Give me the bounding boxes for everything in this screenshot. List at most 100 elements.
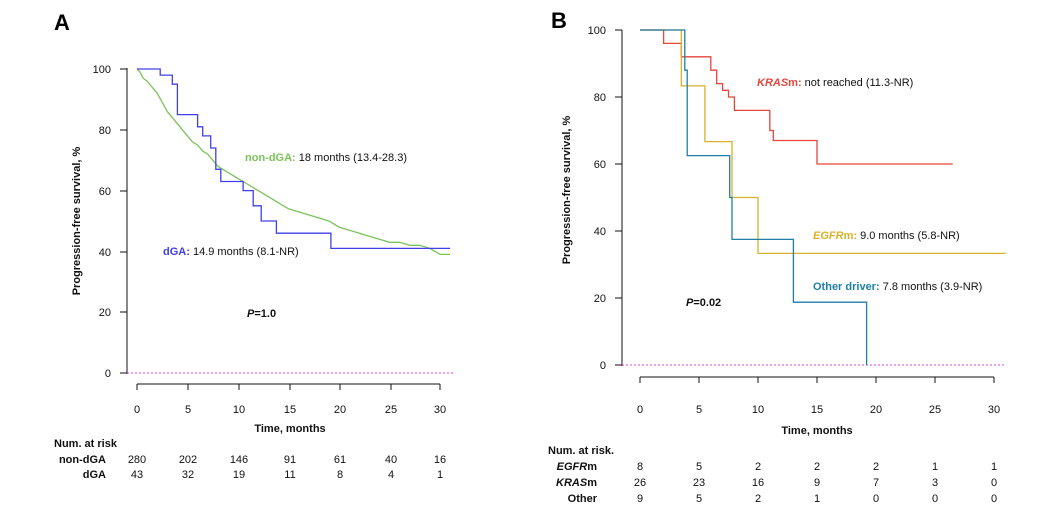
annotation-krasm-text: not reached (11.3-NR) (802, 77, 914, 89)
risk-count-non-dga: 280 (128, 454, 146, 466)
risk-count-non-dga: 61 (334, 454, 346, 466)
annotation-non-dga-name: non-dGA: (245, 152, 296, 164)
panel-b-xtick-label: 5 (696, 404, 702, 416)
panel-a-xtick-label: 0 (134, 404, 140, 416)
p-label: P (686, 297, 694, 309)
risk-count-other: 2 (755, 493, 761, 505)
risk-count-non-dga: 91 (284, 454, 296, 466)
panel-a-xtick-label: 30 (434, 404, 446, 416)
series-line-non-dga (136, 68, 451, 256)
panel-a-ytick-label: 60 (99, 186, 111, 198)
annotation-dga-text: 14.9 months (8.1-NR) (190, 246, 299, 258)
risk-table-header-b: Num. at risk. (548, 445, 614, 457)
annotation-other-driver: Other driver: 7.8 months (3.9-NR) (813, 281, 982, 293)
annotation-p-value-a: P=1.0 (247, 308, 276, 320)
panel-b-xtick-label: 10 (752, 404, 764, 416)
panel-a-ytick-label: 0 (105, 368, 111, 380)
p-value: =1.0 (254, 308, 276, 320)
annotation-krasm: KRASm: not reached (11.3-NR) (757, 77, 913, 89)
risk-count-krasm: 26 (634, 477, 646, 489)
panel-b-xtick-label: 15 (811, 404, 823, 416)
risk-count-krasm: 23 (693, 477, 705, 489)
risk-count-other: 9 (637, 493, 643, 505)
gene-name: KRAS (556, 477, 588, 489)
risk-count-dga: 1 (437, 469, 443, 481)
annotation-dga-name: dGA: (163, 246, 190, 258)
panel-b-xtick-label: 25 (929, 404, 941, 416)
risk-count-other: 1 (814, 493, 820, 505)
risk-count-non-dga: 16 (434, 454, 446, 466)
risk-count-egfrm: 2 (755, 461, 761, 473)
risk-count-egfrm: 8 (637, 461, 643, 473)
annotation-non-dga: non-dGA: 18 months (13.4-28.3) (245, 152, 407, 164)
risk-row-label-egfrm: EGFRm (557, 461, 598, 473)
gene-suffix: m (587, 461, 597, 473)
panel-b-y-axis-title: Progression-free survival, % (561, 116, 573, 265)
risk-count-krasm: 7 (873, 477, 879, 489)
annotation-egfrm-text: 9.0 months (5.8-NR) (857, 230, 960, 242)
risk-count-other: 0 (873, 493, 879, 505)
panel-a-xtick-label: 10 (233, 404, 245, 416)
panel-a: A 100 80 60 40 20 0 0 5 10 15 20 25 30 T… (54, 10, 455, 481)
risk-row-label-other: Other (568, 493, 598, 505)
annotation-krasm-gene: KRAS (757, 77, 789, 89)
panel-b-ytick-label: 60 (594, 159, 606, 171)
risk-count-non-dga: 202 (179, 454, 197, 466)
annotation-non-dga-text: 18 months (13.4-28.3) (296, 152, 407, 164)
annotation-egfrm-gene: EGFR (813, 230, 844, 242)
risk-count-other: 5 (696, 493, 702, 505)
panel-a-label: A (54, 10, 70, 35)
risk-count-other: 0 (991, 493, 997, 505)
panel-a-x-axis-title: Time, months (254, 423, 325, 435)
panel-a-xtick-label: 25 (385, 404, 397, 416)
risk-count-dga: 11 (284, 469, 295, 481)
panel-b-ytick-label: 40 (594, 226, 606, 238)
risk-count-egfrm: 1 (991, 461, 997, 473)
panel-a-xtick-label: 20 (334, 404, 346, 416)
panel-b: B 100 80 60 40 20 0 0 5 10 15 20 25 30 T… (548, 8, 1006, 505)
annotation-krasm-suffix: m: (788, 77, 801, 89)
series-line-dga (137, 68, 451, 250)
panel-b-x-axis-title: Time, months (781, 425, 852, 437)
annotation-egfrm-suffix: m: (844, 230, 857, 242)
panel-b-ytick-label: 100 (588, 25, 606, 37)
risk-count-dga: 8 (337, 469, 343, 481)
p-label: P (247, 308, 255, 320)
annotation-p-value-b: P=0.02 (686, 297, 721, 309)
risk-count-krasm: 9 (814, 477, 820, 489)
annotation-egfrm: EGFRm: 9.0 months (5.8-NR) (813, 230, 960, 242)
panel-a-ytick-label: 80 (99, 125, 111, 137)
risk-count-egfrm: 2 (873, 461, 879, 473)
annotation-dga: dGA: 14.9 months (8.1-NR) (163, 246, 299, 258)
gene-suffix: m (587, 477, 597, 489)
risk-count-dga: 4 (388, 469, 394, 481)
panel-b-ytick-label: 0 (600, 360, 606, 372)
panel-b-xtick-label: 20 (870, 404, 882, 416)
series-line-other-driver (640, 29, 868, 365)
panel-a-y-axis-title: Progression-free survival, % (71, 147, 83, 296)
risk-count-egfrm: 2 (814, 461, 820, 473)
panel-b-xtick-label: 30 (988, 404, 1000, 416)
risk-count-other: 0 (932, 493, 938, 505)
risk-count-dga: 32 (182, 469, 194, 481)
panel-a-ytick-label: 20 (99, 307, 111, 319)
panel-a-xtick-label: 15 (284, 404, 296, 416)
risk-count-egfrm: 1 (932, 461, 938, 473)
annotation-other-driver-text: 7.8 months (3.9-NR) (880, 281, 983, 293)
series-line-egfrm (640, 29, 1006, 255)
risk-count-non-dga: 146 (230, 454, 248, 466)
panel-a-xtick-label: 5 (185, 404, 191, 416)
risk-count-egfrm: 5 (696, 461, 702, 473)
panel-b-xtick-label: 0 (637, 404, 643, 416)
panel-b-ytick-label: 20 (594, 293, 606, 305)
annotation-other-driver-name: Other driver: (813, 281, 880, 293)
risk-row-label-dga: dGA (83, 469, 106, 481)
gene-name: Other (568, 493, 598, 505)
gene-name: EGFR (557, 461, 588, 473)
risk-count-krasm: 3 (932, 477, 938, 489)
risk-count-dga: 43 (131, 469, 143, 481)
risk-table-header-a: Num. at risk (54, 438, 118, 450)
p-value: =0.02 (693, 297, 721, 309)
risk-row-label-krasm: KRASm (556, 477, 597, 489)
